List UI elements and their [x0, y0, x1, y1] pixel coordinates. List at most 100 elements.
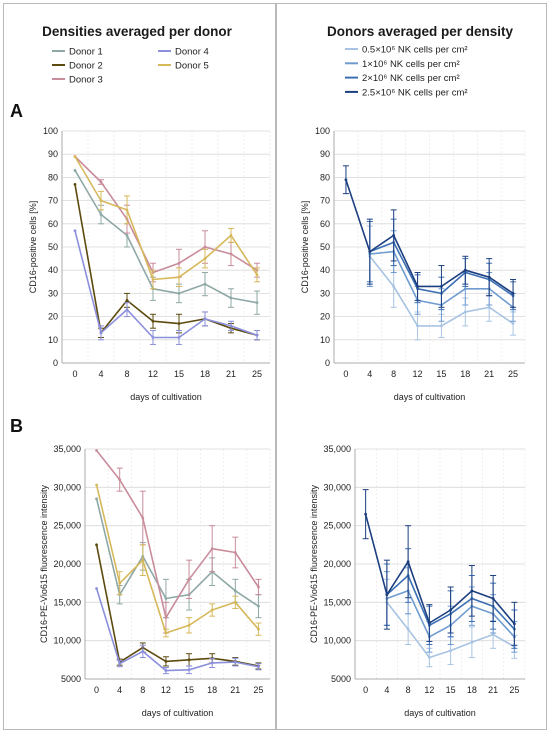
y-tick-label: 30: [48, 288, 58, 298]
x-tick-label: 12: [413, 369, 423, 379]
legend-right-label-2: 2×10⁶ NK cells per cm²: [362, 73, 460, 84]
y-axis-label: CD16-positive cells [%]: [300, 201, 310, 294]
legend-left-label-1: Donor 2: [69, 61, 103, 72]
x-tick-label: 4: [367, 369, 372, 379]
data-point: [73, 169, 77, 172]
data-point: [99, 199, 103, 203]
data-point: [164, 597, 168, 600]
data-point: [511, 292, 515, 295]
data-point: [164, 669, 168, 672]
data-point: [470, 589, 474, 593]
series-line: [95, 450, 260, 619]
data-point: [511, 322, 515, 325]
x-tick-label: 21: [484, 369, 494, 379]
data-point: [187, 623, 191, 627]
series-line: [95, 544, 259, 667]
series-line: [345, 179, 514, 295]
x-tick-label: 4: [384, 685, 389, 695]
data-point: [416, 285, 419, 288]
series-4: [95, 483, 262, 638]
data-point: [229, 324, 233, 328]
y-tick-label: 100: [43, 126, 58, 136]
y-tick-label: 70: [48, 196, 58, 206]
chart-B-left: 5000 10,000 15,000 20,000 25,000 30,000 35,000…: [39, 444, 271, 718]
legend-left-label-2: Donor 3: [69, 75, 103, 86]
y-tick-label: 50: [320, 242, 330, 252]
x-tick-label: 18: [207, 685, 217, 695]
data-point: [427, 621, 431, 625]
data-point: [257, 665, 260, 669]
data-point: [512, 622, 516, 626]
right-column-title: Donors averaged per density: [327, 24, 514, 39]
x-tick-label: 12: [148, 369, 158, 379]
y-tick-label: 10: [320, 335, 330, 345]
x-tick-label: 0: [94, 685, 99, 695]
y-tick-label: 25,000: [53, 521, 81, 531]
series-3: [95, 587, 262, 675]
chart-A-left: 0 10 20 30 40 50 60 70 80 90 100 0 4 8 12 15 18 21 25 days …: [28, 126, 271, 402]
data-point: [449, 608, 453, 612]
data-point: [73, 229, 77, 233]
y-tick-label: 0: [53, 358, 58, 368]
data-point: [229, 234, 233, 237]
data-point: [440, 285, 443, 288]
data-point: [177, 275, 181, 279]
data-point: [125, 308, 129, 312]
x-tick-label: 18: [200, 369, 210, 379]
x-tick-label: 25: [252, 369, 262, 379]
x-axis-label: days of cultivation: [394, 392, 466, 402]
legend-right-label-3: 2.5×10⁶ NK cells per cm²: [362, 87, 468, 98]
legend-left: Donor 1 Donor 2 Donor 3 Donor 4 Donor 5: [52, 47, 209, 86]
data-point: [203, 282, 207, 286]
data-point: [233, 589, 237, 593]
y-tick-label: 20: [320, 312, 330, 322]
legend-right-label-1: 1×10⁶ NK cells per cm²: [362, 59, 460, 70]
data-point: [187, 577, 191, 581]
data-point: [203, 257, 207, 260]
data-point: [406, 560, 410, 564]
data-point: [99, 331, 103, 335]
x-tick-label: 15: [174, 369, 184, 379]
x-tick-label: 25: [253, 685, 263, 695]
y-tick-label: 10,000: [323, 636, 351, 646]
chart-B-right: 5000 10,000 15,000 20,000 25,000 30,000 35,000…: [309, 444, 526, 718]
y-tick-label: 10,000: [53, 636, 81, 646]
x-axis-label: days of cultivation: [404, 708, 476, 718]
y-tick-label: 60: [320, 219, 330, 229]
y-tick-label: 5000: [331, 674, 351, 684]
x-axis-label: days of cultivation: [142, 708, 214, 718]
data-point: [427, 656, 431, 659]
series-2: [95, 449, 262, 634]
data-point: [118, 478, 122, 482]
data-point: [463, 287, 467, 291]
data-point: [491, 633, 495, 636]
data-point: [210, 661, 214, 665]
data-point: [164, 616, 168, 620]
data-point: [99, 180, 103, 184]
x-tick-label: 21: [226, 369, 236, 379]
data-point: [416, 324, 419, 328]
series-3: [73, 229, 260, 345]
x-axis-label: days of cultivation: [130, 392, 202, 402]
x-tick-label: 25: [509, 685, 519, 695]
data-point: [463, 268, 467, 272]
y-tick-label: 20: [48, 312, 58, 322]
y-tick-label: 20,000: [53, 559, 81, 569]
legend-left-label-4: Donor 5: [175, 61, 209, 72]
data-point: [406, 627, 410, 631]
x-tick-label: 8: [124, 369, 129, 379]
data-point: [141, 650, 145, 653]
data-point: [233, 551, 237, 554]
y-tick-label: 90: [320, 149, 330, 159]
series-1: [95, 543, 262, 670]
series-line: [74, 230, 258, 339]
data-point: [385, 593, 389, 597]
data-point: [229, 296, 233, 300]
series-2: [73, 155, 260, 283]
data-point: [203, 245, 207, 249]
data-point: [125, 234, 129, 237]
data-point: [141, 558, 145, 562]
y-tick-label: 90: [48, 149, 58, 159]
